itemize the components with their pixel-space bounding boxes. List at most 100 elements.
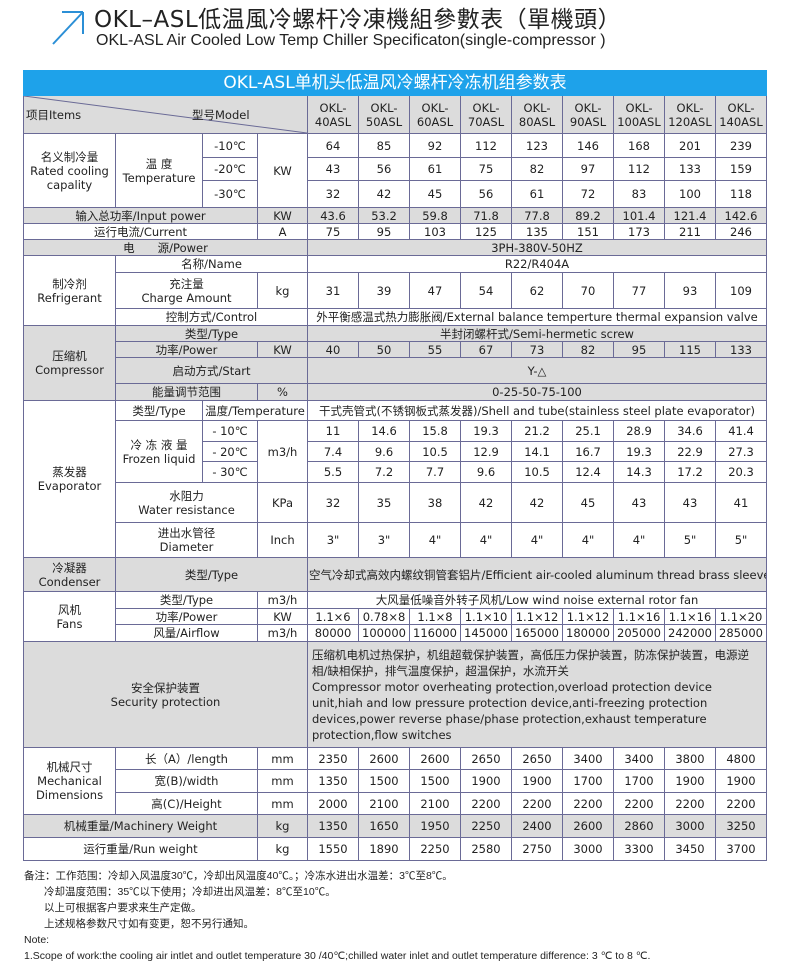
header-row: 项目Items 型号Model OKL- 40ASL OKL- 50ASL OKL- 60AS… — [23, 95, 767, 134]
table-cell: kg — [257, 837, 308, 861]
value-cell: 2100 — [409, 792, 461, 815]
value-cell: 115 — [664, 341, 716, 358]
value-cell: 16.7 — [562, 441, 614, 462]
model-header-line: 70ASL — [467, 114, 505, 129]
value-cell: 1900 — [511, 769, 563, 793]
table-cell: 风量/Airflow — [115, 624, 258, 642]
value-cell: 159 — [715, 157, 767, 181]
model-header: OKL- 80ASL — [511, 95, 563, 134]
value-cell: 28.9 — [613, 420, 665, 442]
value-cell: 82 — [511, 157, 563, 181]
unit-cell: KW — [257, 133, 308, 208]
value-cell: 61 — [409, 157, 461, 181]
value-cell: 239 — [715, 133, 767, 158]
unit-cell: m3/h — [257, 420, 308, 483]
table-cell: KW — [257, 207, 308, 224]
fans-label-line: Fans — [56, 616, 83, 631]
table-cell: 名称/Name — [115, 255, 308, 273]
value-cell: 121.4 — [664, 207, 716, 224]
value-cell: 142.6 — [715, 207, 767, 224]
table-cell: 功率/Power — [115, 608, 258, 625]
evaporator-type-row: 蒸发器 Evaporator 类型/Type 温度/Temperature 干式壳管式(… — [23, 400, 767, 558]
value-cell: 3" — [358, 522, 410, 558]
value-cell: 20.3 — [715, 461, 767, 483]
model-header-line: 90ASL — [569, 114, 607, 129]
value-cell: 4" — [460, 522, 512, 558]
condenser-row: 冷凝器 Condenser 类型/Type 空气冷却式高效内螺纹铜管套铝片/Effic… — [23, 557, 767, 592]
model-header-line: OKL- — [727, 100, 755, 115]
value-cell: 47 — [409, 272, 461, 309]
value-cell: 97 — [562, 157, 614, 181]
model-header-line: 140ASL — [719, 114, 763, 129]
model-header: OKL- 100ASL — [613, 95, 665, 134]
table-cell: mm — [257, 747, 308, 770]
value-cell: 2600 — [409, 747, 461, 770]
value-cell: 1700 — [613, 769, 665, 793]
note-line: 备注：工作范围：冷却入风温度30℃，冷却出风温度40℃。；冷冻水进出水温差：3℃… — [24, 870, 453, 882]
temperature-label-line: Temperature — [122, 170, 196, 185]
compressor-type-row: 压缩机 Compressor 类型/Type 半封闭螺杆式/Semi-hermetic… — [23, 325, 767, 401]
value-cell: 82 — [562, 341, 614, 358]
value-cell: 146 — [562, 133, 614, 158]
note-line: 1.Scope of work:the cooling air intlet a… — [24, 950, 651, 962]
table-cell: KPa — [257, 482, 308, 523]
value-cell: 59.8 — [409, 207, 461, 224]
value-cell: 1550 — [307, 837, 359, 861]
cell-line: Diameter — [159, 540, 214, 554]
value-cell: 5" — [664, 522, 716, 558]
value-cell: 9.6 — [460, 461, 512, 483]
note-line: 冷却温度范围：35℃以下使用；冷却进出风温差：8℃至10℃。 — [44, 886, 336, 898]
table-cell: 进出水管径 Diameter — [115, 522, 258, 558]
value-cell: 14.3 — [613, 461, 665, 483]
value-cell: 3300 — [613, 837, 665, 861]
value-cell: 45 — [409, 180, 461, 208]
frozen-liquid-row: 冷 冻 液 量 Frozen liquid - 10℃ m3/h 11 14.6 15.8 1… — [24, 420, 767, 483]
table-cell: 启动方式/Start — [115, 357, 308, 384]
value-cell: 3800 — [664, 747, 716, 770]
value-cell: 211 — [664, 223, 716, 240]
compressor-start-row: 启动方式/Start Y-△ — [24, 357, 767, 384]
temp-label: -10℃ — [202, 133, 258, 158]
value-cell: 11 — [307, 420, 359, 442]
value-cell: 12.9 — [460, 441, 512, 462]
value-cell: 118 — [715, 180, 767, 208]
security-label: 安全保护装置 Security protection — [23, 641, 308, 748]
value-cell: 133 — [715, 341, 767, 358]
value-cell: 4" — [613, 522, 665, 558]
table-cell: 能量调节范围 — [115, 383, 258, 401]
value-cell: 1950 — [409, 814, 461, 838]
value-cell: 246 — [715, 223, 767, 240]
refrigerant-control-row: 控制方式/Control 外平衡感温式热力膨胀阀/External balance… — [24, 308, 767, 326]
model-header-line: OKL- — [523, 100, 551, 115]
value-cell: 103 — [409, 223, 461, 240]
value-cell: 14.1 — [511, 441, 563, 462]
value-cell: 168 — [613, 133, 665, 158]
value-cell: 2400 — [511, 814, 563, 838]
frozen-liquid-label-line: Frozen liquid — [122, 451, 196, 466]
value-cell: 25.1 — [562, 420, 614, 442]
items-label: 项目Items — [26, 108, 82, 122]
model-label: 型号Model — [192, 108, 250, 122]
value-cell: 15.8 — [409, 420, 461, 442]
value-cell: 2600 — [562, 814, 614, 838]
value-cell: 19.3 — [613, 441, 665, 462]
model-header-line: 80ASL — [518, 114, 556, 129]
fans-label-line: 风机 — [58, 602, 81, 617]
model-header-line: OKL- — [574, 100, 602, 115]
input-power-row: 输入总功率/Input power KW 43.6 53.2 59.8 71.8 77.8 8… — [23, 207, 767, 224]
value-cell: 1650 — [358, 814, 410, 838]
value-cell: 9.6 — [358, 441, 410, 462]
evaporator-label-line: Evaporator — [37, 479, 102, 493]
value-cell: 85 — [358, 133, 410, 158]
note-line: 上述规格参数尺寸如有变更，恕不另行通知。 — [44, 918, 254, 930]
table-cell: KW — [257, 341, 308, 358]
value-cell: 38 — [409, 482, 461, 523]
value-cell: 7.2 — [358, 461, 410, 483]
value-cell: 1.1×8 — [409, 608, 461, 625]
cooling-label-line: capality — [46, 177, 93, 192]
model-header-line: 120ASL — [668, 114, 712, 129]
fans-airflow-row: 风量/Airflow m3/h 80000 100000 116000 145000 165… — [24, 624, 767, 642]
refrigerant-label-line: Refrigerant — [37, 290, 102, 305]
temp-label: - 20℃ — [202, 441, 258, 462]
value-cell: 242000 — [664, 624, 716, 642]
